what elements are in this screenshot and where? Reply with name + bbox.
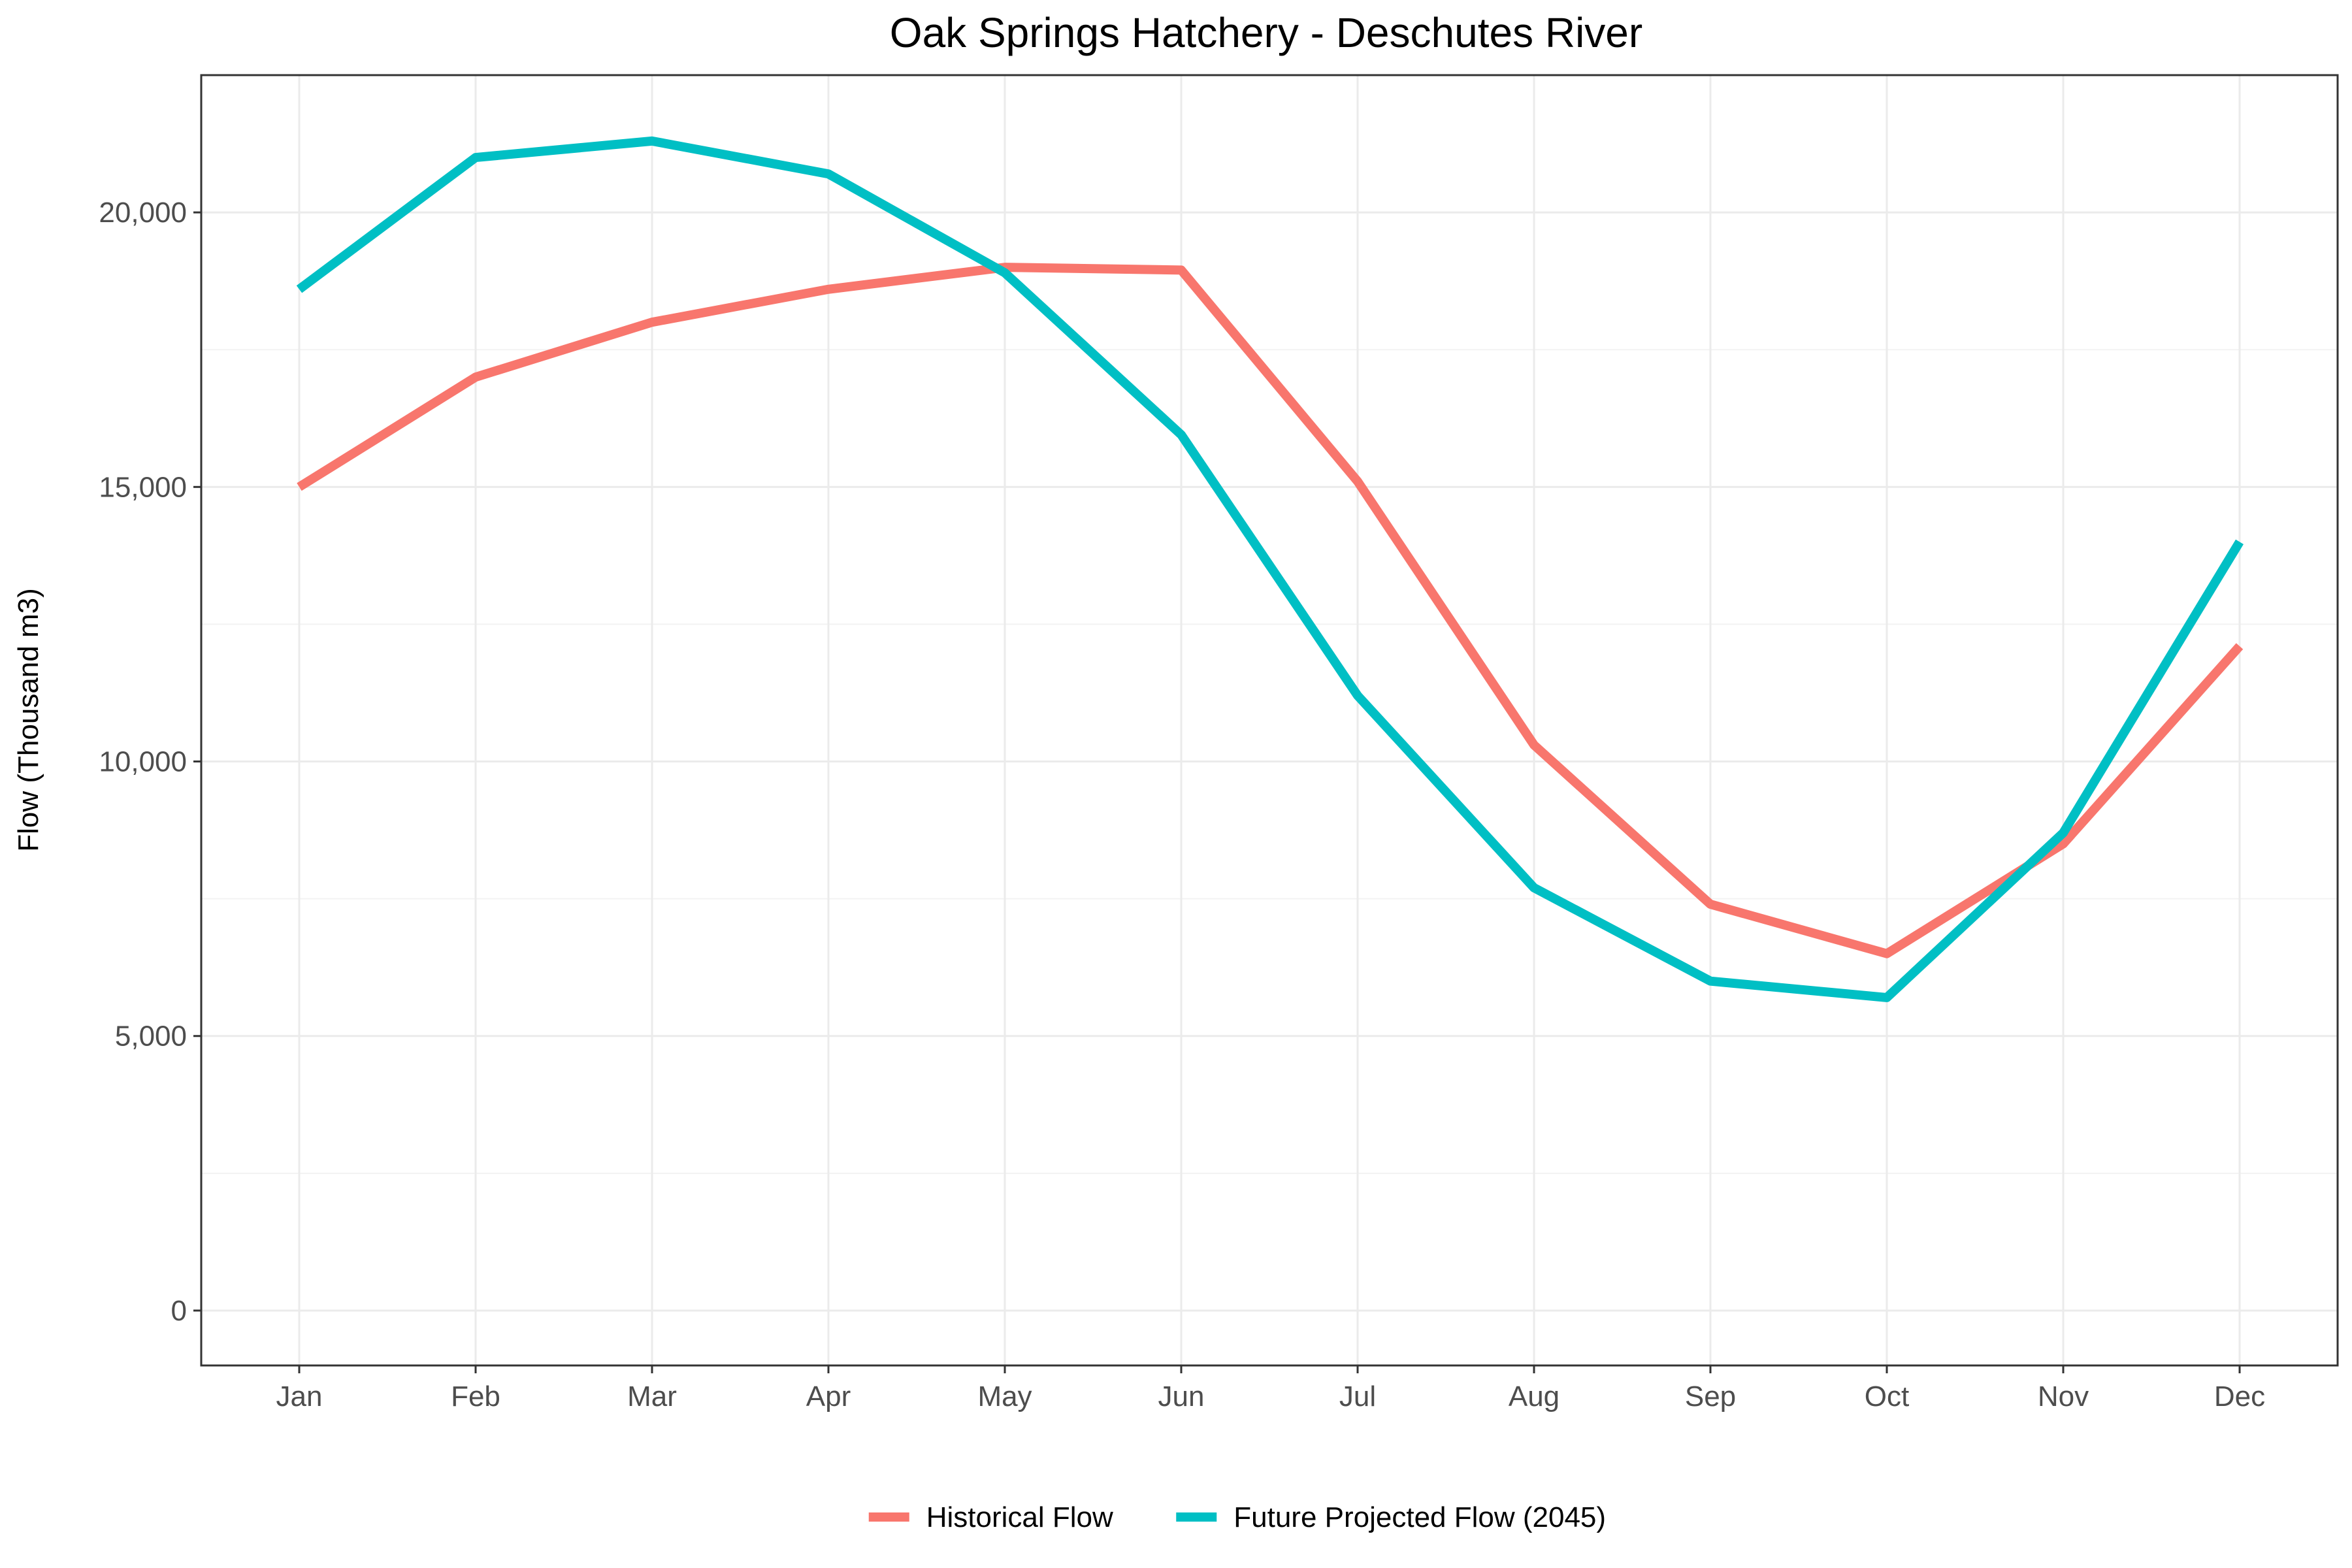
y-tick-label: 0 bbox=[171, 1295, 187, 1327]
x-tick-label: Dec bbox=[2214, 1380, 2265, 1413]
legend-label-1: Historical Flow bbox=[926, 1501, 1113, 1533]
major-gridlines bbox=[201, 75, 2338, 1365]
x-axis: Jan Feb Mar Apr May Jun Jul Aug Sep Oct Nov Dec bbox=[276, 1365, 2265, 1413]
y-tick-label: 10,000 bbox=[99, 746, 187, 778]
x-tick-label: Aug bbox=[1509, 1380, 1560, 1413]
x-tick-label: Oct bbox=[1865, 1380, 1909, 1413]
chart-title: Oak Springs Hatchery - Deschutes River bbox=[890, 9, 1642, 56]
y-axis-title: Flow (Thousand m3) bbox=[12, 588, 44, 851]
x-tick-label: Jun bbox=[1158, 1380, 1205, 1413]
plot-panel-border bbox=[200, 74, 2339, 1367]
y-tick-label: 5,000 bbox=[115, 1021, 187, 1053]
y-tick-label: 20,000 bbox=[99, 197, 187, 229]
x-tick-label: Nov bbox=[2038, 1380, 2089, 1413]
y-tick-label: 15,000 bbox=[99, 471, 187, 503]
x-tick-label: May bbox=[977, 1380, 1032, 1413]
series-line-2 bbox=[296, 136, 2244, 1002]
x-tick-label: Jan bbox=[276, 1380, 323, 1413]
legend: Historical Flow Future Projected Flow (20… bbox=[868, 1501, 1606, 1533]
legend-label-2: Future Projected Flow (2045) bbox=[1233, 1501, 1606, 1533]
series-line-1 bbox=[297, 263, 2244, 958]
x-tick-label: Mar bbox=[627, 1380, 677, 1413]
minor-gridlines bbox=[201, 74, 2338, 1174]
x-tick-label: Sep bbox=[1685, 1380, 1736, 1413]
x-tick-label: Jul bbox=[1339, 1380, 1376, 1413]
y-axis: 0 5,000 10,000 15,000 20,000 bbox=[99, 197, 201, 1327]
x-tick-label: Feb bbox=[451, 1380, 500, 1413]
x-tick-label: Apr bbox=[806, 1380, 851, 1413]
series-lines bbox=[296, 136, 2244, 1002]
